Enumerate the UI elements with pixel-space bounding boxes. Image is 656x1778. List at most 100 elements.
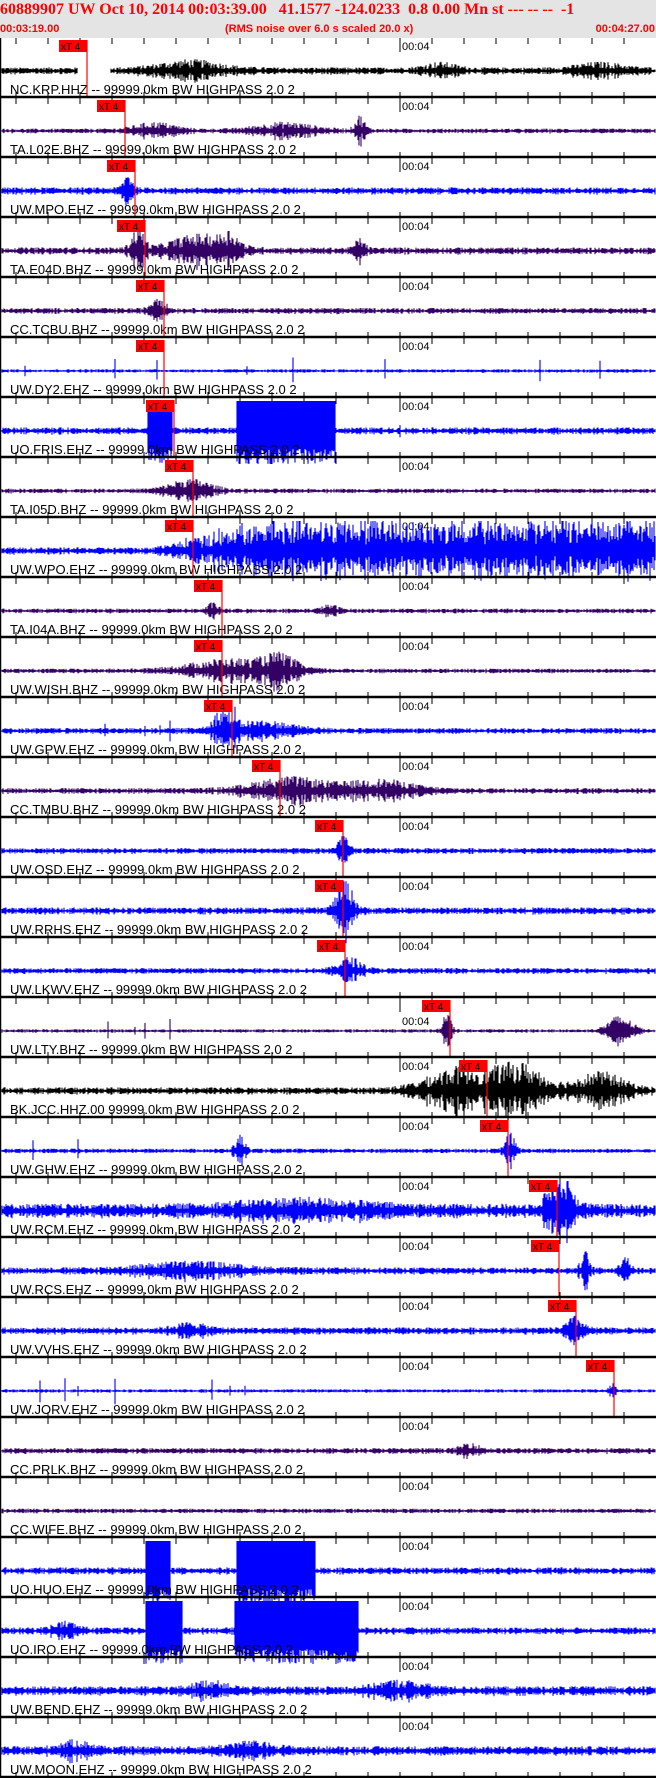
pick-label: xT 4	[196, 582, 216, 593]
trace-row-uw-osd-ehz: 00:04 UW.OSD.EHZ -- 99999.0km BW HIGHPASS…	[0, 818, 656, 882]
pick-marker: xT 4	[107, 160, 136, 218]
station-label: UW.MPO.EHZ -- 99999.0km BW HIGHPASS 2.0 …	[10, 202, 301, 217]
waveform	[1, 776, 656, 806]
trace-row-bk-jcc-hhz-00: 00:04 BK.JCC.HHZ.00 99999.0km BW HIGHPASS…	[0, 1058, 656, 1122]
trace-row-uw-vvhs-ehz: 00:04 UW.VVHS.EHZ -- 99999.0km BW HIGHPAS…	[0, 1298, 656, 1362]
pick-label: xT 4	[167, 522, 187, 533]
waveform	[1, 1132, 656, 1170]
pick-flag	[165, 460, 193, 472]
pick-label: xT 4	[99, 102, 119, 113]
station-label: CC.PRLK.BHZ -- 99999.0km BW HIGHPASS 2.0…	[10, 1462, 303, 1477]
time-tick-label: 00:04	[402, 1061, 430, 1073]
seismogram-panel: 00:04 NC.KRP.HHZ -- 99999.0km BW HIGHPASS…	[0, 38, 656, 1778]
trace-row-cc-tcbu-bhz: 00:04 CC.TCBU.BHZ -- 99999.0km BW HIGHPAS…	[0, 278, 656, 342]
pick-marker: xT 4	[136, 280, 165, 338]
trace-row-uw-wish-bhz: 00:04 UW.WISH.BHZ -- 99999.0km BW HIGHPAS…	[0, 638, 656, 702]
station-label: BK.JCC.HHZ.00 99999.0km BW HIGHPASS 2.0 …	[10, 1102, 299, 1117]
trace-row-uw-jorv-ehz: 00:04 UW.JORV.EHZ -- 99999.0km BW HIGHPAS…	[0, 1358, 656, 1422]
pick-marker: xT 4	[165, 460, 194, 518]
station-label: UO.FRIS.EHZ -- 99999.0km BW HIGHPASS 2.0…	[10, 442, 299, 457]
pick-label: xT 4	[533, 1242, 553, 1253]
time-tick-label: 00:04	[402, 881, 430, 893]
waveform	[1, 1601, 656, 1664]
trace-row-uw-bend-ehz: 00:04 UW.BEND.EHZ -- 99999.0km BW HIGHPAS…	[0, 1658, 656, 1722]
waveform	[1, 357, 656, 383]
waveform	[1, 957, 656, 983]
trace-row-uw-dy2-ehz: 00:04 UW.DY2.EHZ -- 99999.0km BW HIGHPASS…	[0, 338, 656, 402]
station-label: UW.LKWV.EHZ -- 99999.0km BW HIGHPASS 2.0…	[10, 982, 307, 997]
time-tick-label: 00:04	[402, 1481, 430, 1493]
window-end-time: 00:04:27.00	[595, 23, 655, 35]
waveform	[1, 1015, 656, 1047]
waveform	[1, 1251, 656, 1291]
pick-marker: xT 4	[317, 940, 346, 998]
pick-marker: xT 4	[194, 640, 223, 698]
station-label: TA.E04D.BHZ -- 99999.0km BW HIGHPASS 2.0…	[10, 262, 299, 277]
time-tick-label: 00:04	[402, 941, 430, 953]
time-tick-label: 00:04	[402, 101, 430, 113]
trace-row-cc-prlk-bhz: 00:04 CC.PRLK.BHZ -- 99999.0km BW HIGHPAS…	[0, 1418, 656, 1482]
trace-row-uw-ghw-ehz: 00:04 UW.GHW.EHZ -- 99999.0km BW HIGHPASS…	[0, 1118, 656, 1182]
station-label: UW.OSD.EHZ -- 99999.0km BW HIGHPASS 2.0 …	[10, 862, 299, 877]
waveform	[1, 602, 656, 620]
pick-label: xT 4	[319, 942, 339, 953]
pick-flag	[136, 280, 164, 292]
waveform	[1, 298, 656, 322]
time-tick-label: 00:04	[402, 1181, 430, 1193]
time-tick-label: 00:04	[402, 1421, 430, 1433]
pick-marker: xT 4	[586, 1360, 615, 1418]
pick-label: xT 4	[588, 1362, 608, 1373]
pick-flag	[480, 1120, 508, 1132]
time-tick-label: 00:04	[402, 1241, 430, 1253]
pick-flag	[315, 820, 343, 832]
trace-row-uw-lty-bhz: 00:04 UW.LTY.BHZ -- 99999.0km BW HIGHPASS…	[0, 998, 656, 1062]
pick-marker: xT 4	[531, 1240, 560, 1298]
pick-label: xT 4	[461, 1062, 481, 1073]
time-tick-label: 00:04	[402, 401, 430, 413]
pick-marker: xT 4	[146, 400, 175, 458]
pick-label: xT 4	[109, 162, 129, 173]
pick-marker: xT 4	[165, 520, 194, 578]
pick-flag	[194, 640, 222, 652]
pick-label: xT 4	[550, 1302, 570, 1313]
pick-marker: xT 4	[204, 700, 233, 758]
time-tick-label: 00:04	[402, 1661, 430, 1673]
waveform	[1, 1061, 656, 1121]
pick-label: xT 4	[254, 762, 274, 773]
pick-flag	[422, 1000, 450, 1012]
time-tick-label: 00:04	[402, 1016, 430, 1028]
waveform	[1, 59, 656, 83]
pick-label: xT 4	[424, 1002, 444, 1013]
waveform	[1, 1679, 656, 1703]
time-tick-label: 00:04	[402, 281, 430, 293]
pick-label: xT 4	[138, 282, 158, 293]
pick-marker: xT 4	[315, 880, 344, 938]
station-label: TA.I05D.BHZ -- 99999.0km BW HIGHPASS 2.0…	[10, 502, 293, 517]
waveform	[1, 651, 656, 692]
pick-label: xT 4	[138, 342, 158, 353]
waveform	[1, 706, 656, 748]
pick-flag	[146, 400, 174, 412]
time-tick-label: 00:04	[402, 461, 430, 473]
station-label: UW.VVHS.EHZ -- 99999.0km BW HIGHPASS 2.0…	[10, 1342, 307, 1357]
time-tick-label: 00:04	[402, 221, 430, 233]
time-tick-label: 00:04	[402, 161, 430, 173]
waveform	[1, 881, 656, 944]
pick-flag	[252, 760, 280, 772]
waveform	[1, 1315, 656, 1346]
pick-flag	[107, 160, 135, 172]
time-tick-label: 00:04	[402, 1541, 430, 1553]
pick-flag	[136, 340, 164, 352]
waveform	[1, 1443, 656, 1459]
station-label: UW.GPW.EHZ -- 99999.0km BW HIGHPASS 2.0 …	[10, 742, 302, 757]
waveform	[1, 115, 656, 147]
trace-row-ta-i05d-bhz: 00:04 TA.I05D.BHZ -- 99999.0km BW HIGHPAS…	[0, 458, 656, 522]
pick-marker: xT 4	[548, 1300, 577, 1358]
pick-flag	[204, 700, 232, 712]
station-label: UW.MOON.EHZ -- 99999.0km BW HIGHPASS 2.0…	[10, 1762, 312, 1777]
noise-scaling-note: (RMS noise over 6.0 s scaled 20.0 x)	[225, 23, 414, 35]
waveform	[1, 177, 656, 206]
trace-row-uw-rrhs-ehz: 00:04 UW.RRHS.EHZ -- 99999.0km BW HIGHPAS…	[0, 878, 656, 944]
station-label: UO.HUO.EHZ -- 99999.0km BW HIGHPASS 2.0 …	[10, 1582, 299, 1597]
trace-row-uw-lkwv-ehz: 00:04 UW.LKWV.EHZ -- 99999.0km BW HIGHPAS…	[0, 938, 656, 1002]
